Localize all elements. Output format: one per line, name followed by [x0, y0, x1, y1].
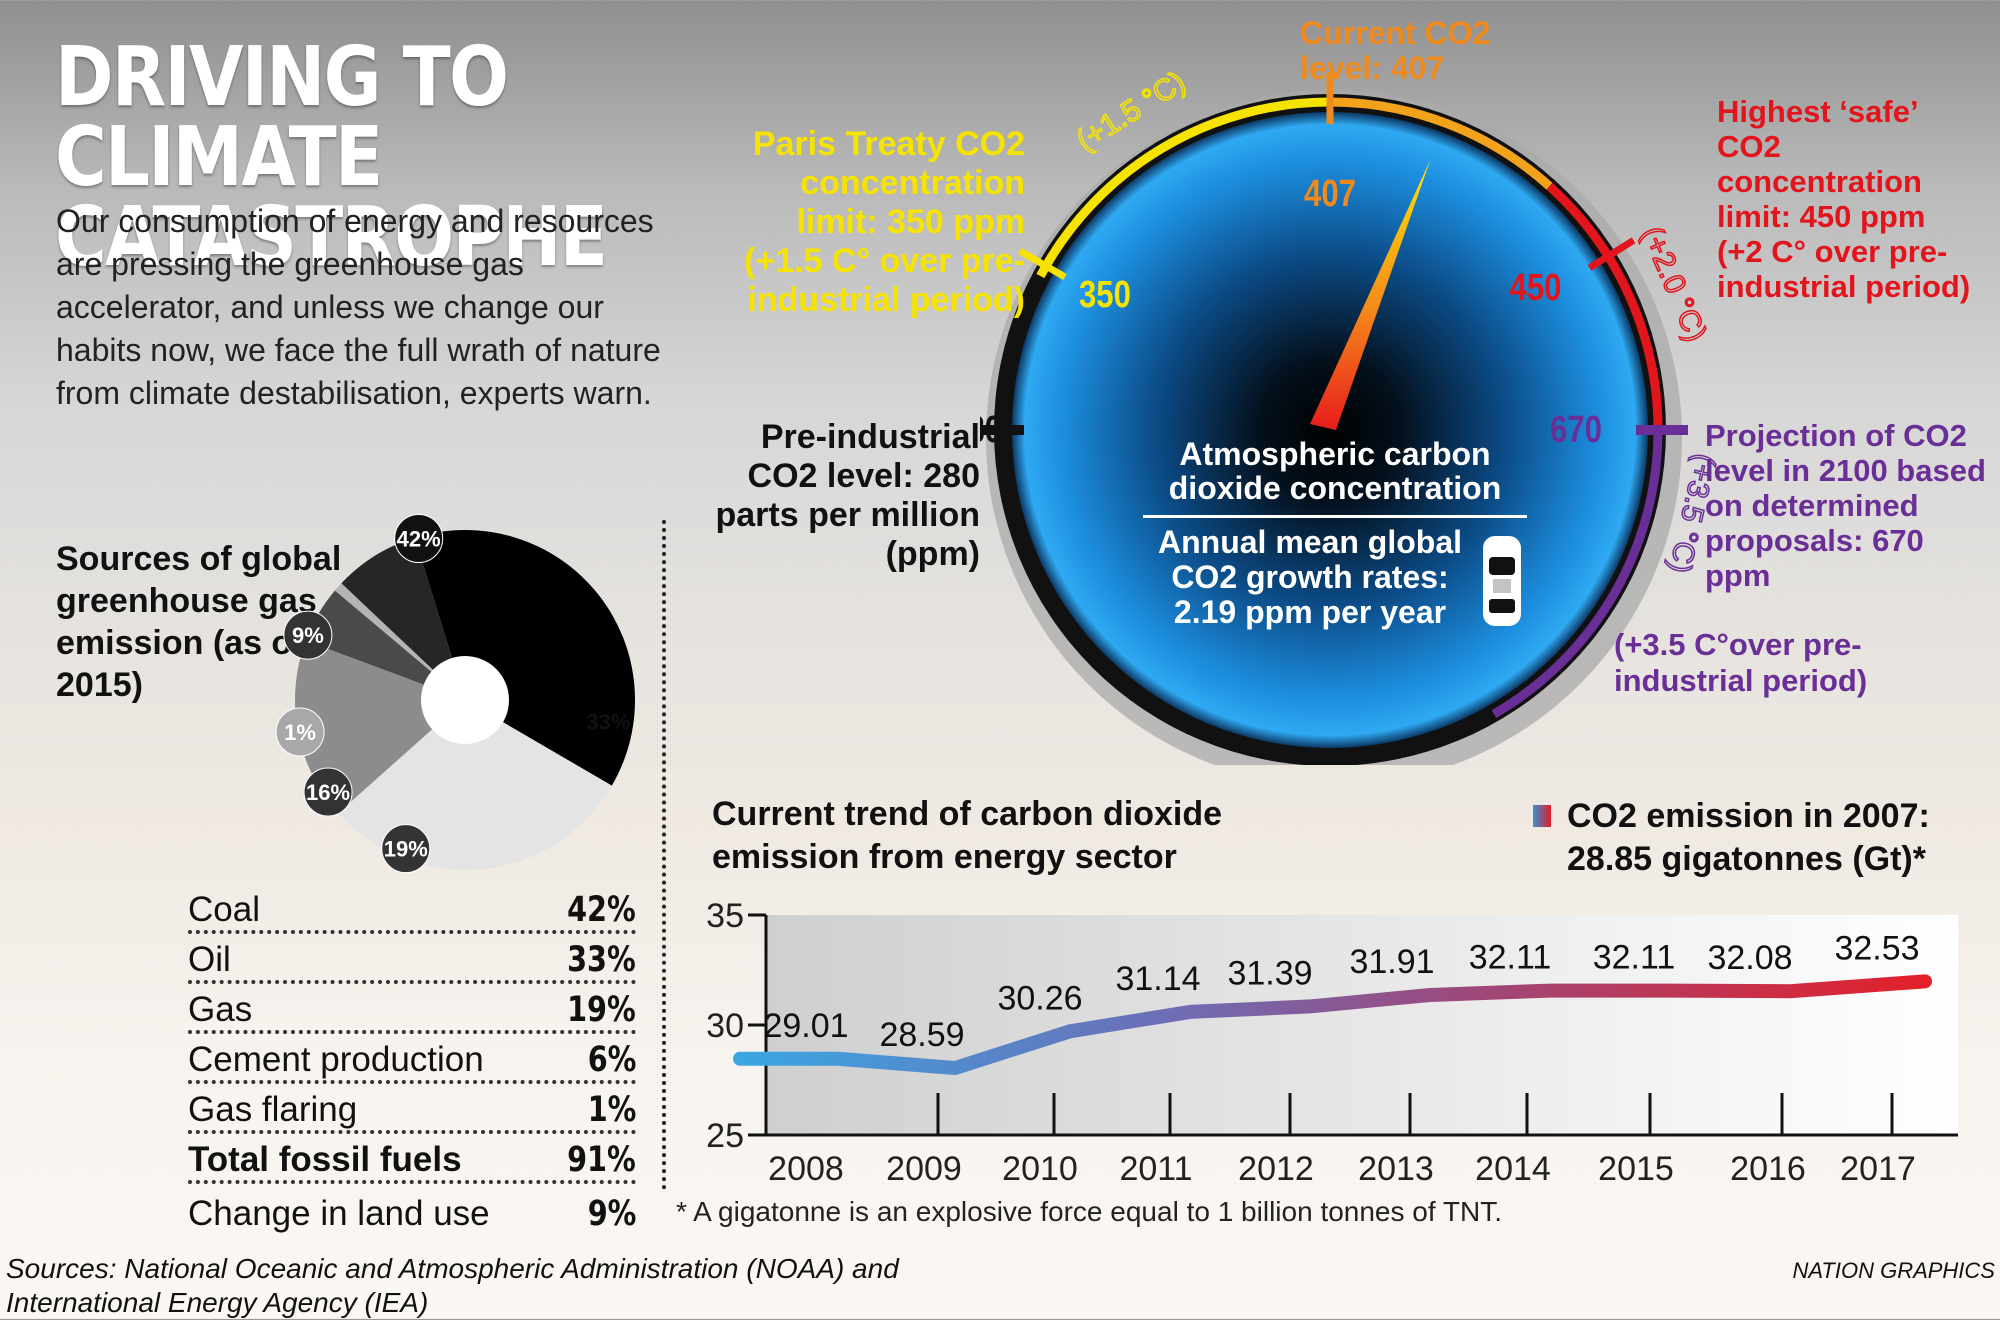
arc-paris: [1036, 97, 1331, 279]
data-label: 28.59: [879, 1016, 964, 1054]
legend-value: 33%: [567, 940, 636, 980]
x-tick-label: 2009: [886, 1150, 962, 1185]
gauge-tick-label: 450: [1510, 267, 1562, 309]
y-tick-label: 25: [706, 1117, 744, 1155]
data-label: 32.08: [1707, 939, 1792, 977]
x-tick-label: 2013: [1358, 1150, 1434, 1185]
x-tick-label: 2010: [1002, 1150, 1078, 1185]
legend-value: 91%: [567, 1140, 636, 1180]
gauge-inner-subtitle: Annual mean global CO2 growth rates: 2.1…: [1157, 524, 1463, 630]
gauge-needle: [1310, 159, 1431, 430]
pie-slice: [341, 537, 465, 700]
legend-row: Change in land use 9%: [188, 1184, 636, 1234]
svg-text:16%: 16%: [306, 780, 350, 805]
svg-text:9%: 9%: [292, 623, 324, 648]
legend-label: Gas flaring: [188, 1090, 358, 1129]
y-tick-label: 30: [706, 1007, 744, 1045]
gauge-tick-label: 280: [980, 409, 1002, 451]
page-title: DRIVING TO CLIMATE CATASTROPHE: [55, 30, 608, 285]
legend-value: 1%: [587, 1090, 636, 1130]
svg-text:33%: 33%: [586, 710, 630, 735]
x-tick-label: 2016: [1730, 1150, 1806, 1185]
gauge-tick-label: 670: [1550, 409, 1602, 451]
pie-slice-label: 9%: [283, 610, 333, 660]
gauge-inner-divider: [1143, 515, 1527, 518]
footnote: * A gigatonne is an explosive force equa…: [676, 1196, 1503, 1227]
pie-chart: 42% 33% 19% 16% 1% 9%: [275, 514, 635, 874]
x-tick-label: 2017: [1840, 1150, 1916, 1185]
projection-label-2: (+3.5 C°over pre-industrial period): [1614, 627, 1868, 698]
gauge-tick-label: 407: [1304, 173, 1356, 215]
y-tick-label: 35: [706, 897, 744, 935]
data-label: 32.11: [1593, 939, 1676, 977]
arc-projection: [1491, 429, 1663, 718]
plot-area: [766, 915, 1958, 1135]
legend-label: Coal: [188, 890, 260, 929]
line-chart-title: Current trend of carbon dioxide emission…: [712, 795, 1223, 876]
arc-current: [1329, 97, 1553, 190]
gauge-tick: [1587, 237, 1636, 271]
car-icon: [1483, 536, 1521, 626]
legend-value: 42%: [567, 890, 636, 930]
pie-legend: Coal 42% Oil 33% Gas 19% Cement production 6% Ga…: [188, 884, 636, 1234]
x-tick-label: 2012: [1238, 1150, 1314, 1185]
arc-safe: [1546, 182, 1663, 431]
data-label: 31.39: [1227, 954, 1312, 992]
credit: NATION GRAPHICS: [1792, 1258, 1995, 1283]
paris-treaty-label: Paris Treaty CO2 concentration limit: 35…: [744, 125, 1025, 319]
x-tick-label: 2014: [1475, 1150, 1551, 1185]
pie-slice: [414, 530, 635, 786]
legend-value: 19%: [567, 990, 636, 1030]
legend-value: 9%: [587, 1194, 636, 1234]
projection-label: Projection of CO2 level in 2100 based on…: [1705, 418, 1986, 593]
data-label: 31.14: [1115, 960, 1200, 998]
legend-label: Oil: [188, 940, 231, 979]
svg-text:42%: 42%: [397, 527, 441, 552]
legend-row: Cement production 6%: [188, 1034, 636, 1084]
svg-text:19%: 19%: [384, 837, 428, 862]
pie-slice-label: 33%: [586, 710, 630, 735]
data-label: 32.53: [1834, 929, 1919, 967]
emission-series-line: [733, 974, 1932, 1076]
x-tick-label: 2008: [768, 1150, 844, 1185]
preindustrial-label: Pre-industrial CO2 level: 280 parts per …: [715, 418, 981, 573]
pie-slice-label: 16%: [303, 767, 353, 817]
data-label: 29.01: [763, 1007, 848, 1045]
gauge-inner-title: Atmospheric carbon dioxide concentration: [1168, 436, 1502, 506]
pie-slice-label: 19%: [381, 824, 431, 874]
data-label: 32.11: [1469, 939, 1552, 977]
emission-swatch: [1533, 805, 1551, 827]
pie-hole: [421, 656, 509, 744]
pie-slice-label: 42%: [394, 514, 444, 564]
dotted-divider: [662, 520, 666, 1190]
emission-note-text: CO2 emission in 2007: 28.85 gigatonnes (…: [1567, 797, 1930, 878]
svg-text:1%: 1%: [284, 720, 316, 745]
data-label: 31.91: [1349, 943, 1434, 981]
gauge-tick-label: 350: [1079, 274, 1131, 316]
data-label: 30.26: [997, 979, 1082, 1017]
pie-slice-label: 1%: [275, 707, 325, 757]
legend-row: Oil 33%: [188, 934, 636, 984]
legend-row: Total fossil fuels 91%: [188, 1134, 636, 1184]
legend-row: Coal 42%: [188, 884, 636, 934]
pie-slice: [305, 590, 465, 700]
intro-text: Our consumption of energy and resources …: [56, 203, 661, 411]
current-level-label: Current CO2 level: 407: [1300, 15, 1491, 86]
legend-label: Change in land use: [188, 1194, 490, 1233]
gauge-tick: [1018, 247, 1067, 281]
line-chart: 25 30 35 2008 2009 2010 2011 2012 2013 2014 2015 20…: [706, 897, 1958, 1185]
legend-label: Gas: [188, 990, 253, 1029]
x-tick-label: 2011: [1119, 1150, 1192, 1185]
sources: Sources: National Oceanic and Atmospheri…: [6, 1253, 899, 1318]
pie-chart-title: Sources of global greenhouse gas emissio…: [56, 540, 342, 704]
safe-limit-label: Highest ‘safe’ CO2 concentration limit: …: [1717, 94, 1971, 304]
legend-label: Total fossil fuels: [188, 1140, 462, 1179]
legend-value: 6%: [587, 1040, 636, 1080]
emission-note: CO2 emission in 2007: 28.85 gigatonnes (…: [1533, 795, 1993, 881]
legend-row: Gas flaring 1%: [188, 1084, 636, 1134]
co2-gauge: 280350407450670(+1.5 °C)(+2.0 °C)(+3.5 °…: [980, 65, 1720, 765]
x-tick-label: 2015: [1598, 1150, 1674, 1185]
legend-row: Gas 19%: [188, 984, 636, 1034]
legend-label: Cement production: [188, 1040, 484, 1079]
